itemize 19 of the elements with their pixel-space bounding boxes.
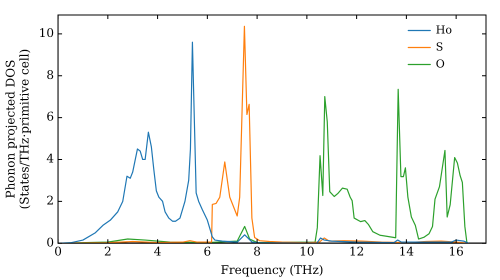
x-tick-label: 2 [104,244,112,259]
y-tick-label: 6 [46,110,54,124]
y-axis-title: Phonon projected DOS (States/THz·primitive cell) [3,48,32,210]
y-tick-label: 8 [46,68,54,82]
x-tick-label: 10 [299,244,315,259]
x-axis-title: Frequency (THz) [220,262,324,277]
y-tick-label: 4 [46,152,54,166]
y-tick-label: 0 [46,235,54,250]
x-tick-label: 6 [204,244,212,259]
legend-label: S [436,40,444,54]
x-tick-label: 16 [448,244,464,259]
x-tick-label: 14 [398,244,414,259]
y-tick-label: 10 [38,26,54,40]
x-tick-label: 12 [348,244,364,259]
legend-label: Ho [436,23,452,36]
x-tick-label: 4 [154,244,162,259]
x-tick-label: 8 [253,244,261,259]
y-tick-label: 2 [46,193,54,208]
legend-label: O [436,57,445,70]
